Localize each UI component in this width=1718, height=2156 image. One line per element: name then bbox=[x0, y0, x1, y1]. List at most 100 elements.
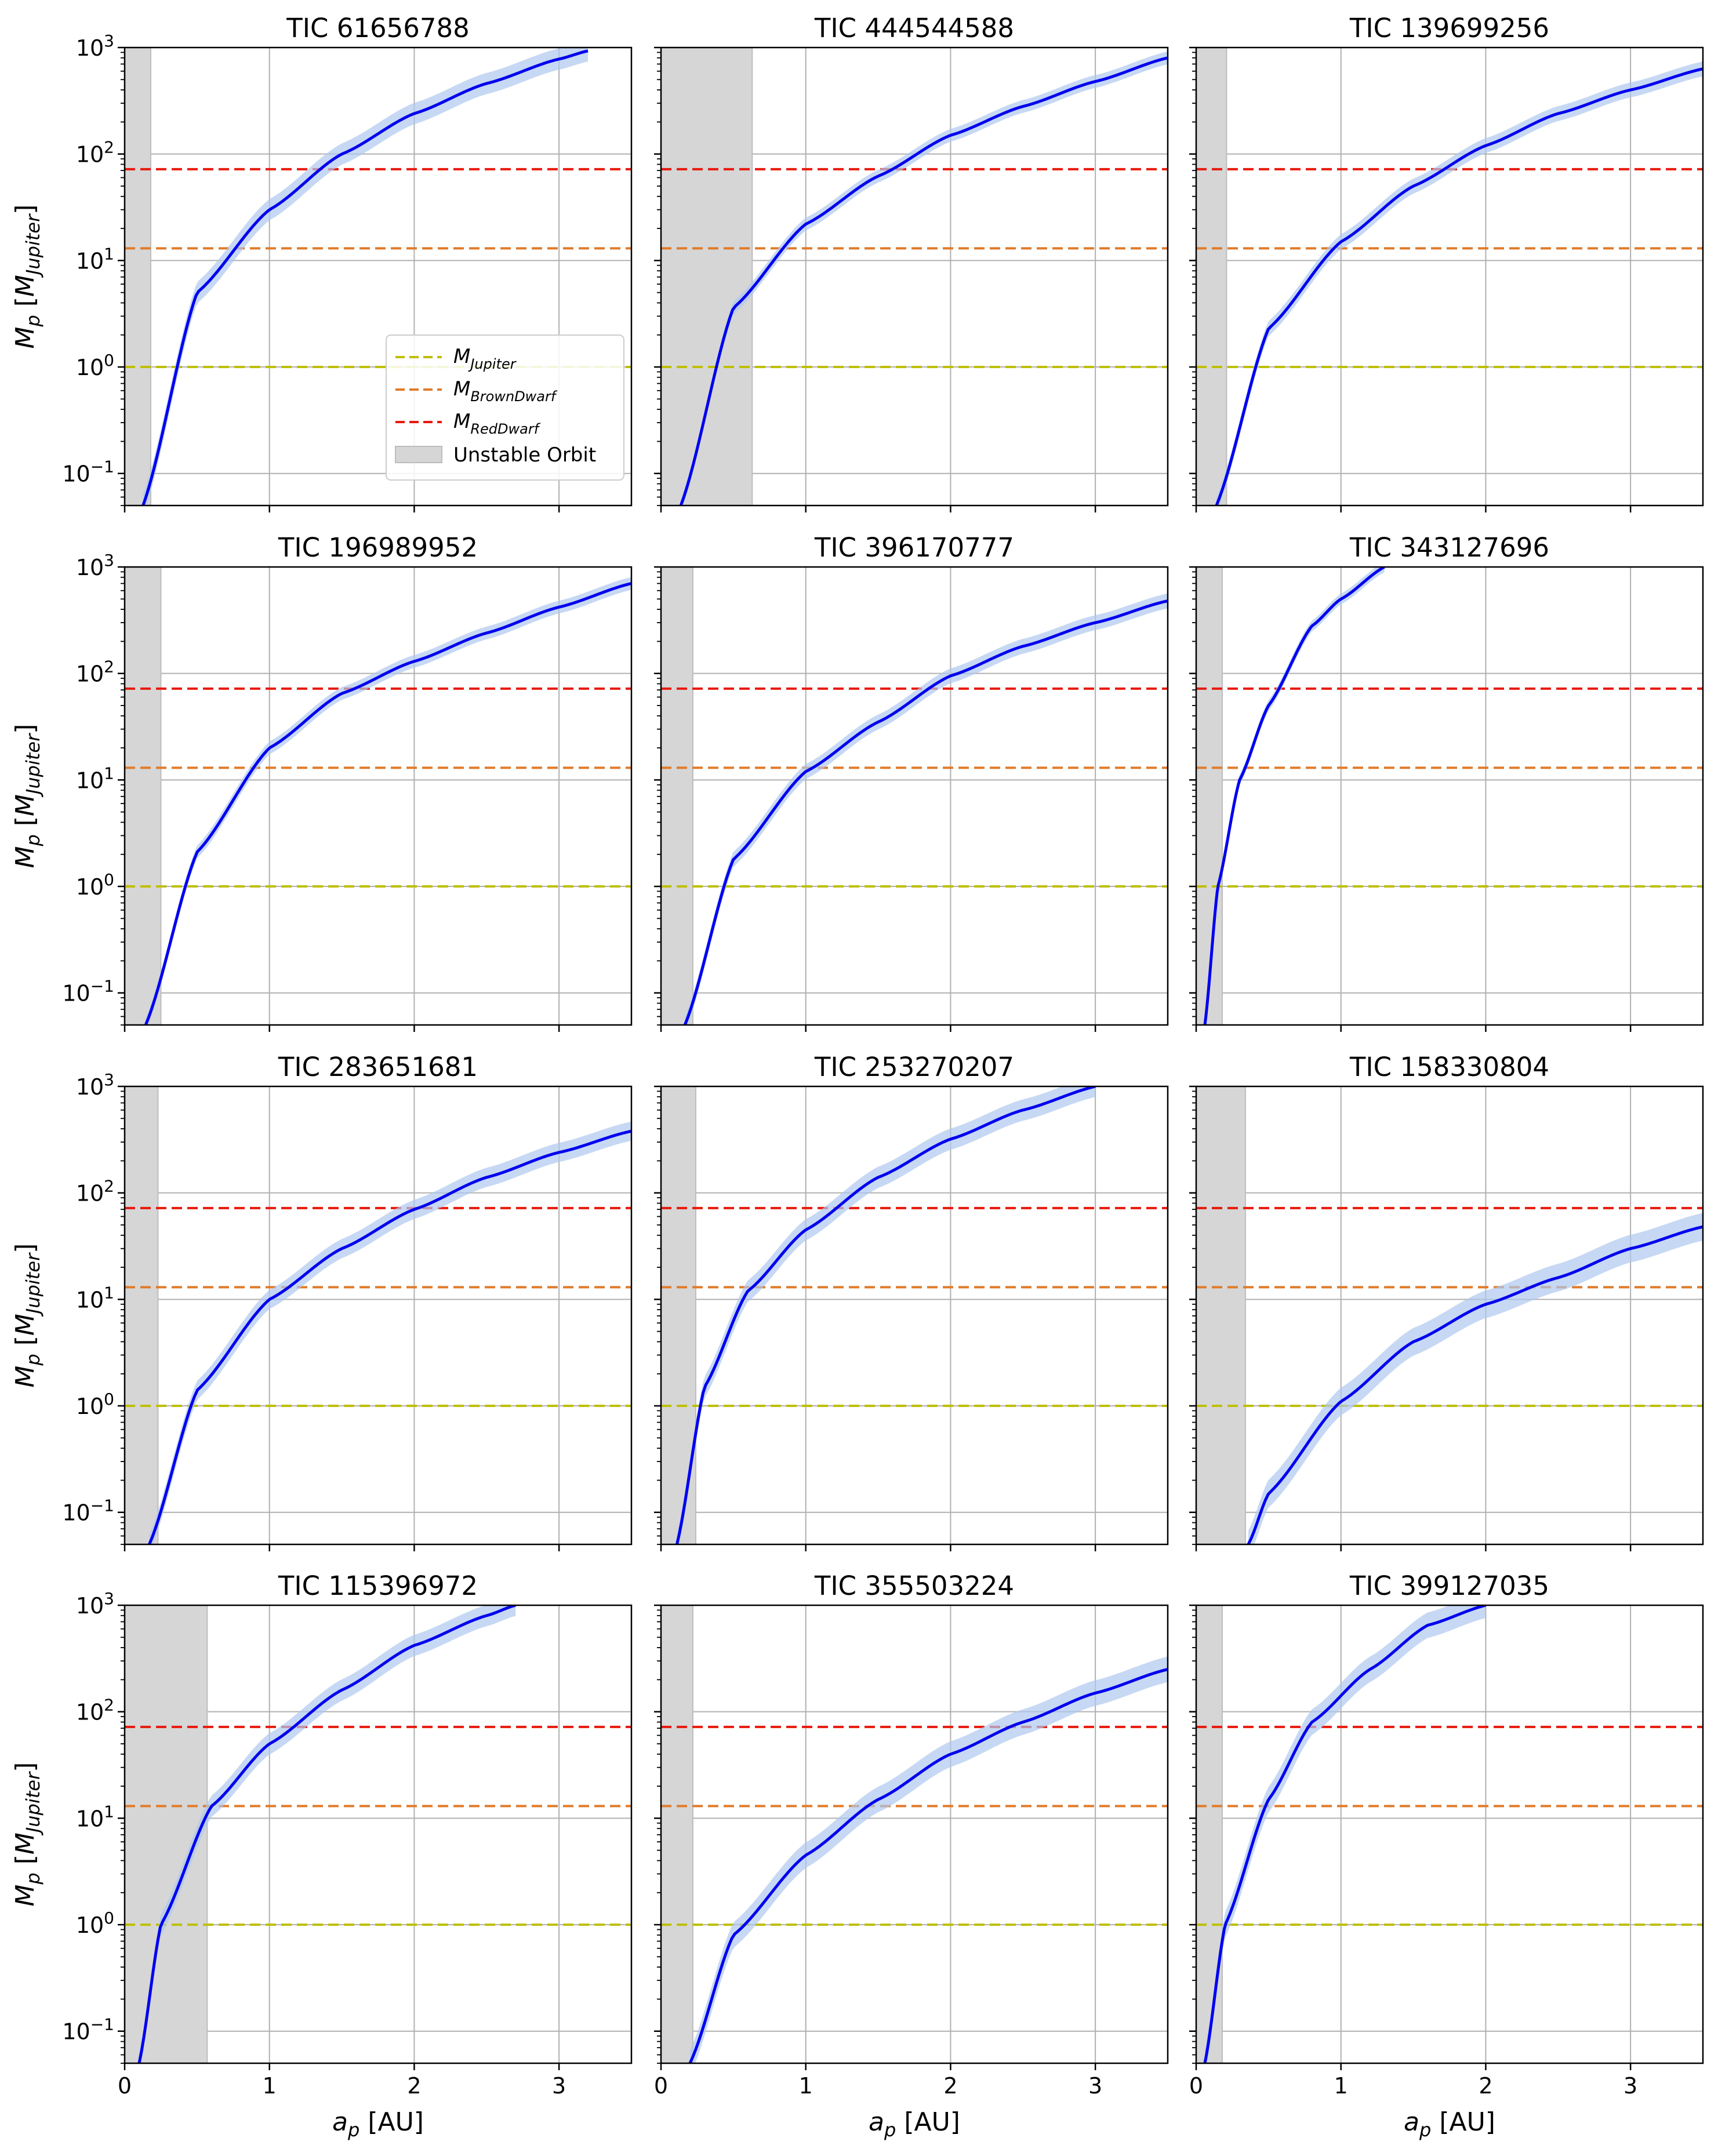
y-axis-label: Mp [MJupiter] bbox=[10, 1762, 44, 1907]
uncertainty-band bbox=[1248, 1213, 1703, 1544]
x-axis-label: ap [AU] bbox=[1404, 2107, 1495, 2141]
uncertainty-band bbox=[143, 48, 589, 506]
x-tick-label: 0 bbox=[1189, 2073, 1203, 2099]
plot-area bbox=[125, 1086, 631, 1544]
unstable-orbit-region bbox=[1196, 48, 1227, 506]
y-tick-label: 10−1 bbox=[62, 977, 114, 1006]
unstable-orbit-region bbox=[125, 1605, 208, 2063]
uncertainty-band bbox=[149, 1121, 631, 1544]
panel-title: TIC 283651681 bbox=[278, 1052, 478, 1082]
mass-curve bbox=[1247, 1225, 1703, 1544]
y-tick-label: 100 bbox=[76, 1908, 114, 1938]
uncertainty-band bbox=[1204, 567, 1385, 1025]
unstable-orbit-region bbox=[125, 48, 151, 506]
mass-curve bbox=[1203, 1605, 1487, 2063]
plot-area bbox=[1196, 1086, 1703, 1544]
y-tick-label: 100 bbox=[76, 1390, 114, 1419]
mass-curve bbox=[1215, 67, 1703, 506]
axes-frame bbox=[660, 1604, 1169, 2064]
mass-curve bbox=[1203, 567, 1385, 1025]
unstable-orbit-region bbox=[125, 567, 162, 1025]
x-tick-label: 2 bbox=[1479, 2073, 1492, 2099]
panel: 0 1 2 3 TIC 355503224 ap [AU] bbox=[654, 1570, 1169, 2141]
unstable-orbit-region bbox=[125, 1086, 159, 1544]
axes-frame bbox=[124, 566, 633, 1026]
mass-curve bbox=[141, 49, 589, 506]
plot-area bbox=[125, 1605, 631, 2063]
x-tick-label: 3 bbox=[1623, 2073, 1637, 2099]
panel-title: TIC 196989952 bbox=[278, 532, 478, 563]
y-tick-label: 102 bbox=[76, 1177, 114, 1206]
axes-frame bbox=[1195, 46, 1704, 507]
panel-title: TIC 399127035 bbox=[1349, 1570, 1549, 1601]
panel: TIC 444544588 bbox=[654, 13, 1169, 512]
x-tick-label: 1 bbox=[1334, 2073, 1348, 2099]
axes-frame bbox=[1195, 1604, 1704, 2064]
y-tick-label: 10−1 bbox=[62, 2015, 114, 2045]
panel: 0 1 2 3 TIC 399127035 ap [AU] bbox=[1189, 1570, 1704, 2141]
plot-area bbox=[1196, 1605, 1703, 2063]
panel: TIC 253270207 bbox=[654, 1052, 1169, 1551]
panel: TIC 158330804 bbox=[1189, 1052, 1704, 1551]
y-tick-label: 101 bbox=[76, 1283, 114, 1312]
panel-title: TIC 396170777 bbox=[814, 532, 1014, 563]
y-tick-label: 102 bbox=[76, 657, 114, 687]
panel: TIC 139699256 bbox=[1189, 13, 1704, 512]
panel-title: TIC 158330804 bbox=[1349, 1052, 1549, 1082]
x-tick-label: 3 bbox=[552, 2073, 566, 2099]
y-axis-label: Mp [MJupiter] bbox=[10, 205, 44, 349]
axes-frame bbox=[660, 566, 1169, 1026]
panel: 10−1 100 101 102 103 TIC 61656788 Mp [MJupiter… bbox=[10, 13, 633, 512]
plot-area bbox=[125, 48, 631, 506]
mass-curve bbox=[683, 599, 1168, 1025]
plot-area bbox=[661, 1086, 1168, 1544]
y-axis-label: Mp [MJupiter] bbox=[10, 724, 44, 868]
uncertainty-band bbox=[677, 1086, 1096, 1544]
x-tick-label: 2 bbox=[407, 2073, 421, 2099]
y-tick-label: 103 bbox=[76, 1589, 114, 1619]
unstable-orbit-region bbox=[1196, 1086, 1246, 1544]
panel-title: TIC 139699256 bbox=[1349, 13, 1549, 43]
legend: MJupiter MBrownDwarf MRedDwarf Unstable Orb… bbox=[386, 335, 624, 481]
unstable-orbit-region bbox=[1196, 567, 1223, 1025]
mass-curve bbox=[137, 1605, 516, 2063]
y-axis-label: Mp [MJupiter] bbox=[10, 1244, 44, 1388]
legend-swatch bbox=[395, 446, 442, 463]
plot-area bbox=[661, 1605, 1168, 2063]
plot-area bbox=[1196, 567, 1703, 1025]
panel-title: TIC 115396972 bbox=[278, 1570, 478, 1601]
panel-title: TIC 253270207 bbox=[814, 1052, 1014, 1082]
panel-title: TIC 61656788 bbox=[286, 13, 470, 43]
unstable-orbit-region bbox=[1196, 1605, 1223, 2063]
panel-title: TIC 444544588 bbox=[814, 13, 1014, 43]
axes-frame bbox=[1195, 566, 1704, 1026]
unstable-orbit-region bbox=[661, 567, 693, 1025]
x-tick-label: 1 bbox=[799, 2073, 813, 2099]
panel: 0 1 2 3 10−1 100 101 102 103 TIC 115396972 Mp [MJu… bbox=[10, 1570, 633, 2141]
y-tick-label: 10−1 bbox=[62, 1496, 114, 1526]
legend-label: MJupiter bbox=[453, 345, 517, 372]
uncertainty-band bbox=[689, 1656, 1168, 2063]
y-tick-label: 10−1 bbox=[62, 457, 114, 487]
unstable-orbit-region bbox=[661, 48, 753, 506]
x-axis-label: ap [AU] bbox=[869, 2107, 960, 2141]
mass-curve bbox=[148, 1129, 631, 1544]
mass-curve bbox=[679, 56, 1168, 506]
y-tick-label: 101 bbox=[76, 244, 114, 274]
plot-area bbox=[125, 567, 631, 1025]
x-tick-label: 0 bbox=[118, 2073, 132, 2099]
panel-title: TIC 343127696 bbox=[1349, 532, 1549, 563]
y-tick-label: 100 bbox=[76, 870, 114, 900]
x-tick-label: 3 bbox=[1088, 2073, 1102, 2099]
y-tick-label: 103 bbox=[76, 551, 114, 580]
y-tick-label: 100 bbox=[76, 351, 114, 380]
y-tick-label: 101 bbox=[76, 763, 114, 793]
y-tick-label: 101 bbox=[76, 1802, 114, 1831]
uncertainty-band bbox=[146, 577, 631, 1025]
panel: TIC 343127696 bbox=[1189, 532, 1704, 1032]
y-tick-label: 102 bbox=[76, 138, 114, 168]
mass-curve bbox=[144, 582, 631, 1025]
uncertainty-band bbox=[139, 1605, 516, 2063]
y-tick-label: 102 bbox=[76, 1696, 114, 1725]
